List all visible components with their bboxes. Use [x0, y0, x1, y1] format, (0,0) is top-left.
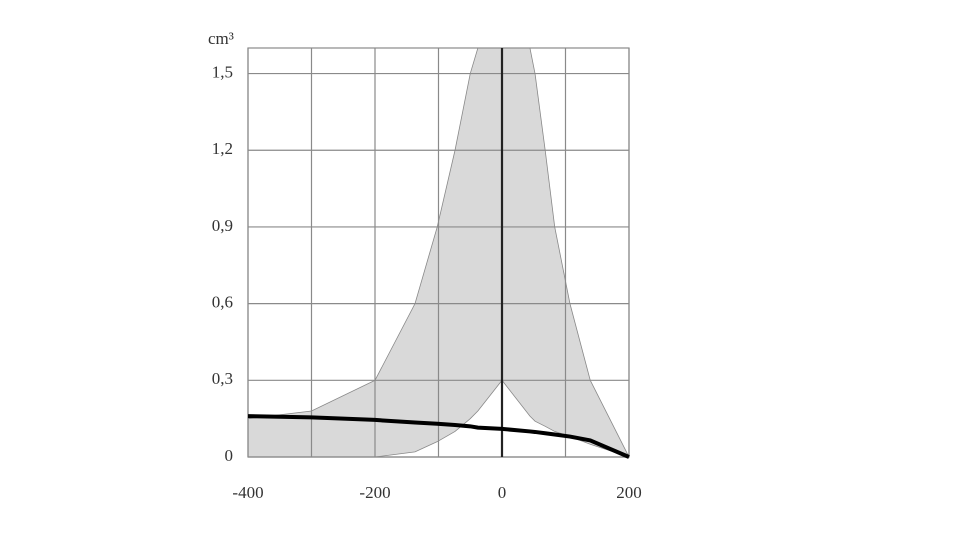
x-tick-label: 0 [498, 483, 507, 502]
y-tick-label: 1,5 [212, 62, 233, 81]
x-tick-label: -200 [359, 483, 390, 502]
y-axis-label: cm³ [208, 29, 234, 48]
y-tick-label: 0,9 [212, 216, 233, 235]
x-tick-label: -400 [232, 483, 263, 502]
y-tick-label: 0,3 [212, 369, 233, 388]
line [247, 414, 630, 459]
x-tick-label: 200 [616, 483, 642, 502]
y-tick-label: 0 [225, 446, 234, 465]
y-tick-label: 1,2 [212, 139, 233, 158]
y-tick-label: 0,6 [212, 293, 233, 312]
plot-frame [247, 47, 630, 458]
